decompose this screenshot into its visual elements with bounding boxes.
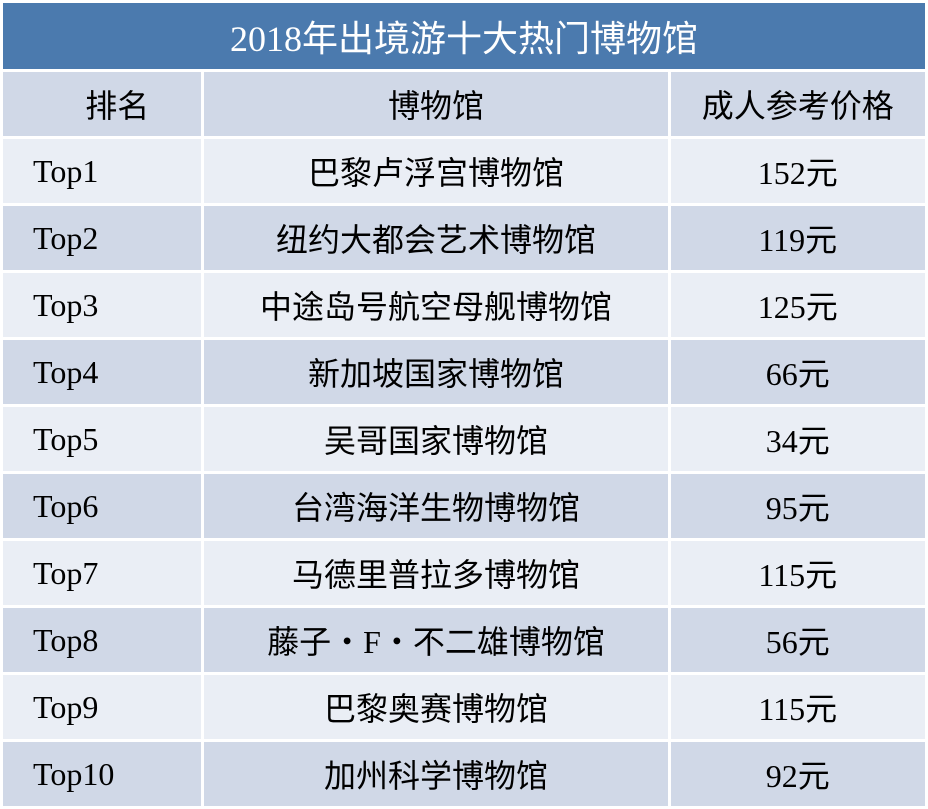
cell-name: 台湾海洋生物博物馆 <box>204 474 667 538</box>
cell-price: 34元 <box>671 407 925 471</box>
table-row: Top3 中途岛号航空母舰博物馆 125元 <box>3 273 925 337</box>
table-row: Top1 巴黎卢浮宫博物馆 152元 <box>3 139 925 203</box>
cell-price: 92元 <box>671 742 925 806</box>
cell-price: 95元 <box>671 474 925 538</box>
cell-price: 66元 <box>671 340 925 404</box>
cell-rank: Top5 <box>3 407 201 471</box>
cell-name: 藤子・F・不二雄博物馆 <box>204 608 667 672</box>
cell-name: 纽约大都会艺术博物馆 <box>204 206 667 270</box>
cell-name: 吴哥国家博物馆 <box>204 407 667 471</box>
cell-rank: Top6 <box>3 474 201 538</box>
table-row: Top8 藤子・F・不二雄博物馆 56元 <box>3 608 925 672</box>
cell-rank: Top10 <box>3 742 201 806</box>
header-name: 博物馆 <box>204 72 667 136</box>
cell-rank: Top4 <box>3 340 201 404</box>
cell-price: 119元 <box>671 206 925 270</box>
header-price: 成人参考价格 <box>671 72 925 136</box>
table-title-row: 2018年出境游十大热门博物馆 <box>3 3 925 69</box>
table-title: 2018年出境游十大热门博物馆 <box>3 3 925 69</box>
table-row: Top5 吴哥国家博物馆 34元 <box>3 407 925 471</box>
cell-name: 巴黎奥赛博物馆 <box>204 675 667 739</box>
header-rank: 排名 <box>3 72 201 136</box>
table-header-row: 排名 博物馆 成人参考价格 <box>3 72 925 136</box>
table-row: Top6 台湾海洋生物博物馆 95元 <box>3 474 925 538</box>
table-row: Top4 新加坡国家博物馆 66元 <box>3 340 925 404</box>
cell-price: 152元 <box>671 139 925 203</box>
cell-price: 115元 <box>671 675 925 739</box>
cell-price: 115元 <box>671 541 925 605</box>
cell-name: 巴黎卢浮宫博物馆 <box>204 139 667 203</box>
cell-rank: Top8 <box>3 608 201 672</box>
cell-rank: Top7 <box>3 541 201 605</box>
cell-name: 加州科学博物馆 <box>204 742 667 806</box>
cell-rank: Top9 <box>3 675 201 739</box>
table-row: Top10 加州科学博物馆 92元 <box>3 742 925 806</box>
cell-rank: Top1 <box>3 139 201 203</box>
cell-name: 中途岛号航空母舰博物馆 <box>204 273 667 337</box>
table-row: Top2 纽约大都会艺术博物馆 119元 <box>3 206 925 270</box>
museum-ranking-table: 2018年出境游十大热门博物馆 排名 博物馆 成人参考价格 Top1 巴黎卢浮宫… <box>0 0 928 809</box>
cell-name: 马德里普拉多博物馆 <box>204 541 667 605</box>
table-row: Top7 马德里普拉多博物馆 115元 <box>3 541 925 605</box>
cell-rank: Top3 <box>3 273 201 337</box>
table-row: Top9 巴黎奥赛博物馆 115元 <box>3 675 925 739</box>
cell-name: 新加坡国家博物馆 <box>204 340 667 404</box>
cell-price: 56元 <box>671 608 925 672</box>
cell-price: 125元 <box>671 273 925 337</box>
cell-rank: Top2 <box>3 206 201 270</box>
